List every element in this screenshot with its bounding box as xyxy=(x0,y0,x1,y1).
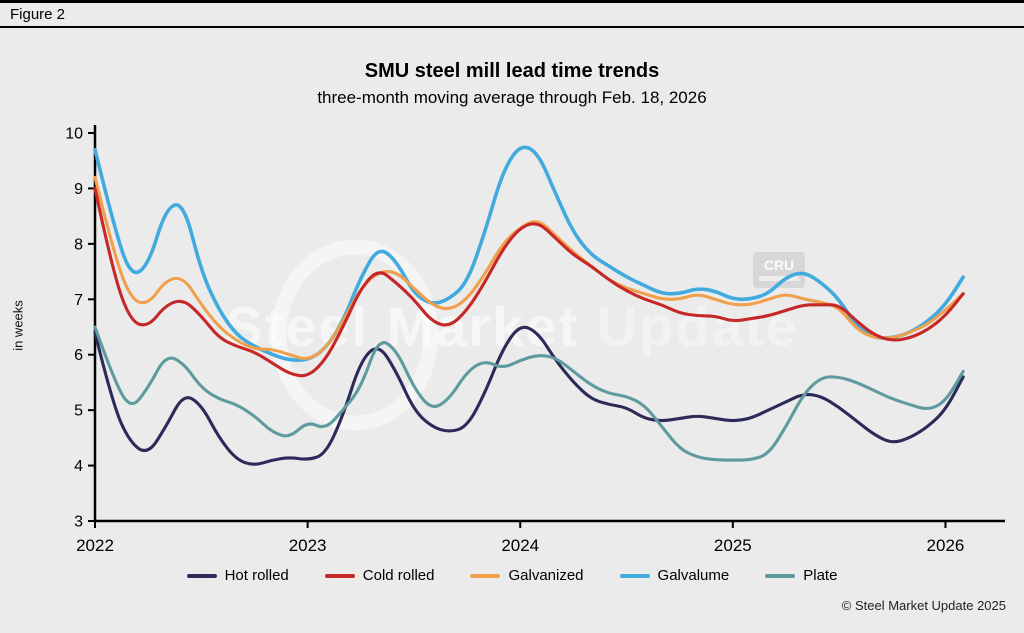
legend-item-hot-rolled: Hot rolled xyxy=(186,567,289,584)
figure-label: Figure 2 xyxy=(10,6,66,23)
series-line-plate xyxy=(93,325,965,462)
legend-item-cold-rolled: Cold rolled xyxy=(324,567,435,584)
y-tick-label: 9 xyxy=(74,181,83,198)
legend-swatch-plate xyxy=(765,573,796,578)
legend-swatch-galvanized xyxy=(470,573,501,578)
chart-title: SMU steel mill lead time trends xyxy=(364,60,660,82)
watermark-text: Steel Market Update xyxy=(225,295,798,358)
series-line-cold-rolled xyxy=(93,186,965,378)
x-tick-label: 2022 xyxy=(76,536,114,555)
legend-item-plate: Plate xyxy=(765,567,837,584)
y-tick-label: 10 xyxy=(65,126,83,143)
chart-subtitle: three-month moving average through Feb. … xyxy=(317,88,707,107)
y-tick-label: 6 xyxy=(74,347,83,364)
legend-swatch-hot-rolled xyxy=(186,573,217,578)
y-tick-label: 5 xyxy=(74,403,83,420)
legend-swatch-galvalume xyxy=(619,573,650,578)
y-tick-label: 3 xyxy=(74,514,83,531)
x-tick-label: 2024 xyxy=(501,536,539,555)
lead-time-line-chart: Steel Market Update CRU 3 4 5 6 7 8 9 10 2022 2023 2… xyxy=(65,125,1005,555)
chart-legend: Hot rolled Cold rolled Galvanized Galvalume… xyxy=(0,567,1024,584)
legend-item-galvalume: Galvalume xyxy=(619,567,730,584)
series-line-hot-rolled xyxy=(93,325,965,466)
y-tick-label: 8 xyxy=(74,236,83,253)
copyright-text: © Steel Market Update 2025 xyxy=(841,598,1006,613)
legend-label-galvanized: Galvanized xyxy=(508,567,584,584)
x-tick-label: 2025 xyxy=(714,536,752,555)
x-tick-label: 2026 xyxy=(927,536,965,555)
legend-label-galvalume: Galvalume xyxy=(657,567,730,584)
y-tick-label: 7 xyxy=(74,292,83,309)
y-tick-label: 4 xyxy=(74,458,83,475)
legend-label-hot-rolled: Hot rolled xyxy=(224,567,289,584)
watermark-circle xyxy=(271,239,439,431)
legend-label-cold-rolled: Cold rolled xyxy=(362,567,435,584)
series-line-galvalume xyxy=(93,145,965,363)
x-tick-label: 2023 xyxy=(289,536,327,555)
legend-swatch-cold-rolled xyxy=(324,573,355,578)
cru-badge-bar xyxy=(759,276,799,281)
figure-header: Figure 2 xyxy=(0,0,1024,28)
legend-label-plate: Plate xyxy=(803,567,838,584)
legend-item-galvanized: Galvanized xyxy=(470,567,584,584)
cru-badge-text: CRU xyxy=(764,257,794,273)
